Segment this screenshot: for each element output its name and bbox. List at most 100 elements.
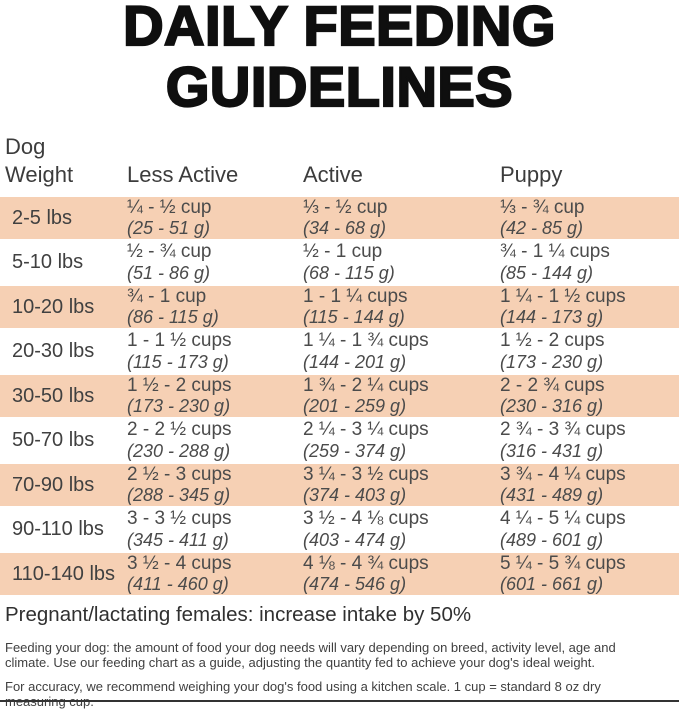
- less-active-grams: (25 - 51 g): [127, 218, 211, 238]
- feeding-disclaimer: Feeding your dog: the amount of food you…: [5, 639, 616, 671]
- puppy-cups: 2 - 2 ¾ cups: [500, 374, 605, 396]
- table-row: 50-70 lbs 2 - 2 ½ cups (230 - 288 g) 2 ¼…: [0, 419, 679, 462]
- active-grams: (201 - 259 g): [303, 396, 407, 416]
- weight-label: 110-140 lbs: [12, 562, 116, 585]
- header-less-active: Less Active: [127, 162, 239, 187]
- less-active-cups: ¾ - 1 cup: [127, 285, 207, 307]
- less-active-cell: 3 - 3 ½ cups (345 - 411 g): [127, 508, 303, 550]
- puppy-cell: 4 ¼ - 5 ¼ cups (489 - 601 g): [500, 508, 679, 550]
- less-active-grams: (345 - 411 g): [127, 529, 229, 550]
- active-grams: (115 - 144 g): [303, 307, 405, 327]
- puppy-cell: 3 ¾ - 4 ¼ cups (431 - 489 g): [500, 463, 679, 506]
- less-active-grams: (411 - 460 g): [127, 574, 229, 594]
- puppy-cell: 2 - 2 ¾ cups (230 - 316 g): [500, 374, 679, 417]
- less-active-cups: 1 ½ - 2 cups: [127, 374, 232, 396]
- page-title: DAILY FEEDING GUIDELINES: [0, 0, 679, 118]
- less-active-grams: (51 - 86 g): [127, 262, 211, 283]
- puppy-cell: 1 ¼ - 1 ½ cups (144 - 173 g): [500, 285, 679, 328]
- title-line-2: GUIDELINES: [165, 55, 514, 118]
- less-active-cell: 2 ½ - 3 cups (288 - 345 g): [127, 464, 303, 506]
- puppy-grams: (85 - 144 g): [500, 262, 594, 283]
- header-active: Active: [303, 162, 363, 187]
- header-dog-weight-line2: Weight: [5, 162, 74, 187]
- table-row: 2-5 lbs ¼ - ½ cup (25 - 51 g) ⅓ - ½ cup …: [0, 197, 679, 239]
- puppy-cups: 3 ¾ - 4 ¼ cups: [500, 463, 626, 485]
- puppy-grams: (173 - 230 g): [500, 351, 604, 372]
- less-active-cups: ¼ - ½ cup: [127, 196, 212, 218]
- title-line-1: DAILY FEEDING: [122, 0, 557, 57]
- weight-label: 20-30 lbs: [12, 340, 95, 362]
- active-cups: ⅓ - ½ cup: [303, 196, 388, 218]
- weight-label: 2-5 lbs: [12, 206, 73, 229]
- puppy-cell: ¾ - 1 ¼ cups (85 - 144 g): [500, 241, 679, 283]
- active-cell: 3 ½ - 4 ⅛ cups (403 - 474 g): [303, 508, 500, 550]
- active-grams: (403 - 474 g): [303, 529, 407, 550]
- active-cups: 3 ¼ - 3 ½ cups: [303, 463, 429, 485]
- pregnant-note: Pregnant/lactating females: increase int…: [5, 603, 472, 626]
- active-cell: 2 ¼ - 3 ¼ cups (259 - 374 g): [303, 419, 500, 461]
- weight-label: 90-110 lbs: [12, 518, 104, 540]
- active-cell: 1 - 1 ¼ cups (115 - 144 g): [303, 286, 500, 328]
- table-row: 110-140 lbs 3 ½ - 4 cups (411 - 460 g) 4…: [0, 553, 679, 595]
- table-row: 70-90 lbs 2 ½ - 3 cups (288 - 345 g) 3 ¼…: [0, 464, 679, 506]
- active-cups: 1 ¾ - 2 ¼ cups: [303, 374, 429, 396]
- puppy-grams: (316 - 431 g): [500, 440, 604, 461]
- puppy-cups: 1 ½ - 2 cups: [500, 330, 605, 351]
- table-row: 90-110 lbs 3 - 3 ½ cups (345 - 411 g) 3 …: [0, 508, 679, 551]
- puppy-cups: 1 ¼ - 1 ½ cups: [500, 285, 626, 307]
- puppy-grams: (489 - 601 g): [500, 529, 604, 550]
- less-active-grams: (288 - 345 g): [127, 485, 231, 505]
- less-active-cups: 3 ½ - 4 cups: [127, 552, 232, 574]
- weight-label: 70-90 lbs: [12, 473, 95, 496]
- active-cell: ½ - 1 cup (68 - 115 g): [303, 241, 500, 283]
- weight-label: 5-10 lbs: [12, 251, 84, 273]
- puppy-grams: (601 - 661 g): [500, 574, 604, 594]
- less-active-cell: 3 ½ - 4 cups (411 - 460 g): [127, 552, 303, 595]
- active-grams: (144 - 201 g): [303, 351, 407, 372]
- active-cups: 2 ¼ - 3 ¼ cups: [303, 419, 429, 440]
- bottom-divider: [0, 700, 679, 702]
- puppy-grams: (431 - 489 g): [500, 485, 604, 505]
- less-active-cell: 1 ½ - 2 cups (173 - 230 g): [127, 374, 303, 417]
- less-active-cell: ¾ - 1 cup (86 - 115 g): [127, 285, 303, 328]
- table-row: 20-30 lbs 1 - 1 ½ cups (115 - 173 g) 1 ¼…: [0, 330, 679, 373]
- puppy-cell: 2 ¾ - 3 ¾ cups (316 - 431 g): [500, 419, 679, 461]
- puppy-cups: 5 ¼ - 5 ¾ cups: [500, 552, 626, 574]
- puppy-cups: ¾ - 1 ¼ cups: [500, 241, 610, 262]
- less-active-cell: 2 - 2 ½ cups (230 - 288 g): [127, 419, 303, 461]
- puppy-grams: (230 - 316 g): [500, 396, 604, 416]
- active-cups: 1 ¼ - 1 ¾ cups: [303, 330, 429, 351]
- table-row: 10-20 lbs ¾ - 1 cup (86 - 115 g) 1 - 1 ¼…: [0, 286, 679, 328]
- weight-label: 10-20 lbs: [12, 295, 95, 318]
- puppy-cell: 1 ½ - 2 cups (173 - 230 g): [500, 330, 679, 372]
- less-active-cell: ½ - ¾ cup (51 - 86 g): [127, 241, 303, 283]
- weight-label: 30-50 lbs: [12, 384, 95, 407]
- puppy-cups: 2 ¾ - 3 ¾ cups: [500, 419, 626, 440]
- active-grams: (374 - 403 g): [303, 485, 407, 505]
- accuracy-note: For accuracy, we recommend weighing your…: [5, 678, 601, 710]
- puppy-cups: ⅓ - ¾ cup: [500, 196, 585, 218]
- table-row: 5-10 lbs ½ - ¾ cup (51 - 86 g) ½ - 1 cup…: [0, 241, 679, 284]
- feeding-table: 2-5 lbs ¼ - ½ cup (25 - 51 g) ⅓ - ½ cup …: [0, 197, 679, 595]
- less-active-cups: 2 - 2 ½ cups: [127, 419, 232, 440]
- less-active-cups: ½ - ¾ cup: [127, 241, 212, 262]
- header-puppy: Puppy: [500, 162, 563, 187]
- puppy-cups: 4 ¼ - 5 ¼ cups: [500, 508, 626, 529]
- header-dog-weight-line1: Dog: [5, 134, 46, 159]
- less-active-cups: 1 - 1 ½ cups: [127, 330, 232, 351]
- puppy-grams: (144 - 173 g): [500, 307, 604, 327]
- weight-label: 50-70 lbs: [12, 429, 95, 451]
- less-active-cell: ¼ - ½ cup (25 - 51 g): [127, 196, 303, 239]
- table-header: Dog Weight Less Active Active Puppy: [0, 131, 679, 189]
- active-grams: (259 - 374 g): [303, 440, 407, 461]
- less-active-cups: 3 - 3 ½ cups: [127, 508, 232, 529]
- table-row: 30-50 lbs 1 ½ - 2 cups (173 - 230 g) 1 ¾…: [0, 375, 679, 417]
- active-cups: 4 ⅛ - 4 ¾ cups: [303, 552, 429, 574]
- less-active-grams: (173 - 230 g): [127, 396, 231, 416]
- puppy-cell: ⅓ - ¾ cup (42 - 85 g): [500, 196, 679, 239]
- active-grams: (68 - 115 g): [303, 262, 395, 283]
- active-cell: ⅓ - ½ cup (34 - 68 g): [303, 196, 500, 239]
- less-active-grams: (230 - 288 g): [127, 440, 231, 461]
- active-cups: 3 ½ - 4 ⅛ cups: [303, 508, 429, 529]
- active-cell: 4 ⅛ - 4 ¾ cups (474 - 546 g): [303, 552, 500, 595]
